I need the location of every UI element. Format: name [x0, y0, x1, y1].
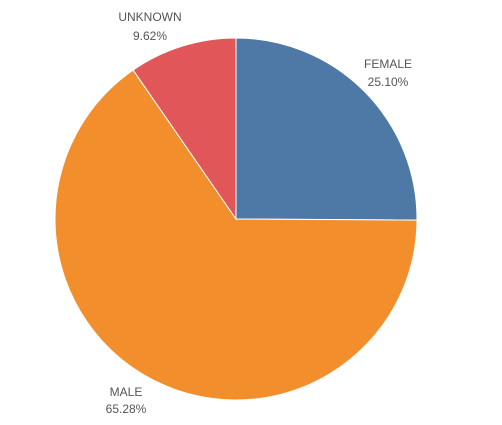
slice-label-male: MALE — [110, 385, 143, 399]
slice-value-label-unknown: 9.62% — [133, 29, 167, 43]
slice-value-label-female: 25.10% — [368, 75, 409, 89]
pie-slice-unknown[interactable] — [132, 37, 237, 221]
pie-labels: FEMALE 25.10% MALE 65.28% UNKNOWN 9.62% — [106, 10, 412, 416]
pie-slice-male[interactable] — [54, 69, 418, 401]
slice-value-label-male: 65.28% — [106, 402, 147, 416]
slice-label-female: FEMALE — [364, 57, 412, 71]
slice-label-unknown: UNKNOWN — [118, 10, 181, 24]
pie-slices — [54, 37, 418, 401]
pie-slice-female[interactable] — [235, 37, 418, 221]
